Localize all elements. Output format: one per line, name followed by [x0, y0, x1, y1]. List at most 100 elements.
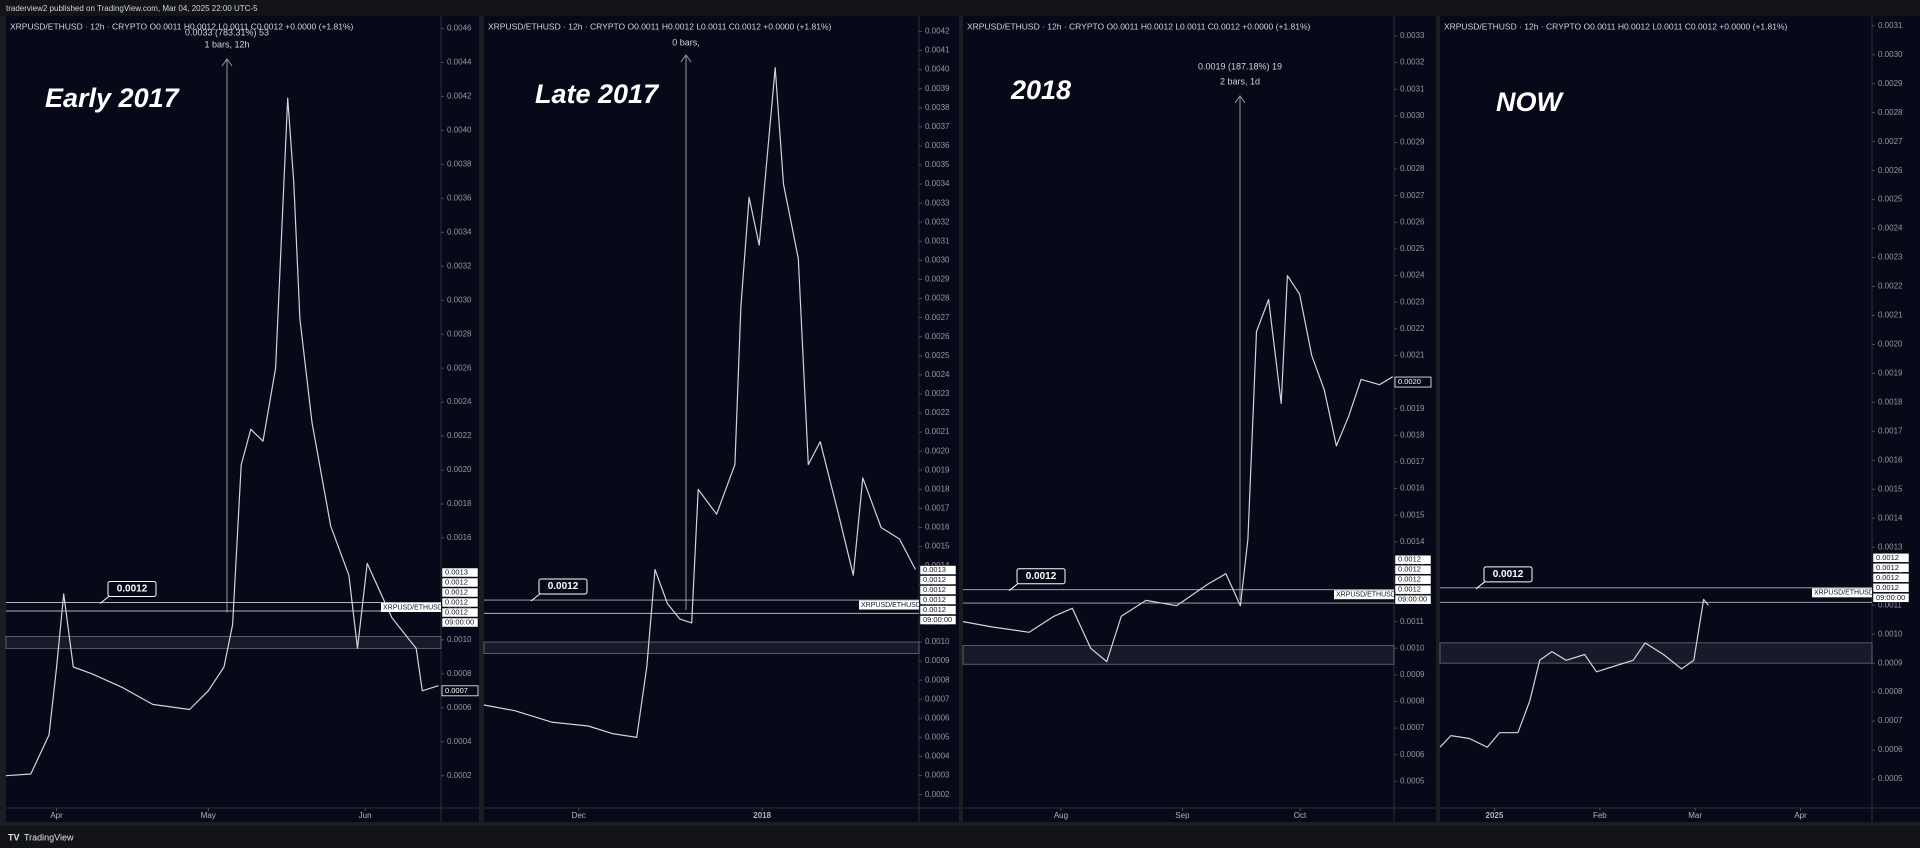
x-tick-label: Apr [50, 811, 63, 820]
symbol-tag [381, 603, 441, 613]
symbol-tag-text: XRPUSD/ETHUSD [861, 602, 921, 609]
y-tick-label: 0.0002 [447, 771, 472, 780]
last-price-tag [441, 685, 479, 697]
price-tag [919, 565, 957, 575]
symbol-tag-text: XRPUSD/ETHUSD [1336, 592, 1396, 599]
y-tick-label: 0.0012 [1400, 590, 1425, 599]
x-tick-label: Dec [572, 811, 586, 820]
symbol-tag [1812, 588, 1872, 598]
y-tick-label: 0.0023 [1878, 253, 1903, 262]
price-line [483, 67, 916, 738]
y-tick-label: 0.0024 [1400, 271, 1425, 280]
x-tick-label: May [201, 811, 216, 820]
y-tick-label: 0.0006 [1400, 750, 1425, 759]
callout-box [1016, 568, 1066, 585]
measure-label: 0.0033 (783.31%) 53 [185, 27, 269, 37]
price-line [962, 275, 1394, 663]
price-tag [1394, 584, 1432, 595]
y-tick-label: 0.0020 [447, 465, 472, 474]
price-tag-text: 0.0012 [1876, 553, 1899, 562]
symbol-header: XRPUSD/ETHUSD · 12h · CRYPTO O0.0011 H0.… [10, 21, 354, 31]
symbol-header: XRPUSD/ETHUSD · 12h · CRYPTO O0.0011 H0.… [488, 21, 832, 31]
y-tick-label: 0.0002 [925, 790, 950, 799]
period-label: Late 2017 [535, 79, 660, 109]
y-tick-label: 0.0025 [925, 351, 950, 360]
price-tag [1872, 553, 1910, 563]
y-tick-label: 0.0025 [1400, 244, 1425, 253]
y-tick-label: 0.0034 [447, 227, 472, 236]
y-tick-label: 0.0015 [925, 542, 950, 551]
y-tick-label: 0.0018 [925, 484, 950, 493]
y-tick-label: 0.0041 [925, 46, 950, 55]
last-price-tag [1394, 376, 1432, 388]
y-tick-label: 0.0006 [1878, 745, 1903, 754]
y-tick-label: 0.0026 [925, 332, 950, 341]
measure-arrowhead [221, 58, 233, 67]
y-tick-label: 0.0005 [1400, 776, 1425, 785]
y-tick-label: 0.0040 [925, 65, 950, 74]
symbol-tag [1334, 590, 1394, 600]
price-tag-text: 0.0012 [1398, 575, 1421, 584]
callout-pointer [99, 595, 111, 604]
price-tag [441, 577, 479, 588]
measure-arrowhead [680, 54, 692, 63]
support-zone [5, 636, 442, 649]
y-tick-label: 0.0030 [1400, 111, 1425, 120]
x-tick-label: Sep [1175, 811, 1190, 820]
price-tag-text: 0.0012 [1398, 565, 1421, 574]
y-tick-label: 0.0026 [1878, 166, 1903, 175]
y-tick-label: 0.0013 [1878, 542, 1903, 551]
measure-arrowhead [1234, 95, 1246, 104]
y-tick-label: 0.0010 [447, 635, 472, 644]
panel-background [6, 16, 479, 822]
callout-box [107, 581, 157, 598]
y-tick-label: 0.0003 [925, 771, 950, 780]
callout-pointer [1475, 580, 1487, 590]
y-tick-label: 0.0027 [1878, 137, 1903, 146]
callout-box [1483, 566, 1533, 583]
y-tick-label: 0.0037 [925, 122, 950, 131]
y-tick-label: 0.0033 [1400, 31, 1425, 40]
y-tick-label: 0.0007 [1400, 723, 1425, 732]
y-tick-label: 0.0024 [925, 370, 950, 379]
logo-mark: TV [8, 832, 20, 842]
price-tag [919, 605, 957, 615]
support-zone [483, 641, 920, 654]
support-zone [1439, 642, 1873, 664]
y-tick-label: 0.0021 [1400, 351, 1425, 360]
price-tag-text: 0.0012 [445, 587, 468, 596]
price-line [5, 97, 439, 777]
y-tick-label: 0.0030 [925, 256, 950, 265]
y-tick-label: 0.0015 [1878, 484, 1903, 493]
y-tick-label: 0.0014 [1878, 513, 1903, 522]
price-tag [1394, 574, 1432, 585]
price-tag-text: 09:00:00 [445, 617, 474, 626]
symbol-header: XRPUSD/ETHUSD · 12h · CRYPTO O0.0011 H0.… [967, 21, 1311, 31]
callout-box [538, 578, 588, 595]
price-line [1439, 598, 1709, 748]
callout-text: 0.0012 [1493, 569, 1524, 580]
price-tag-text: 0.0013 [923, 565, 946, 574]
y-tick-label: 0.0030 [1878, 50, 1903, 59]
price-tag [1394, 564, 1432, 575]
measure-label: 1 bars, 12h [204, 39, 249, 49]
price-tag [1394, 554, 1432, 565]
y-tick-label: 0.0032 [1400, 58, 1425, 67]
callout-text: 0.0012 [117, 584, 148, 595]
price-tag-text: 0.0012 [923, 585, 946, 594]
callout-text: 0.0012 [1026, 571, 1057, 582]
bottom-bar [0, 826, 1920, 848]
y-tick-label: 0.0028 [447, 329, 472, 338]
y-tick-label: 0.0040 [447, 125, 472, 134]
symbol-tag-text: XRPUSD/ETHUSD [383, 604, 443, 611]
y-tick-label: 0.0010 [925, 637, 950, 646]
price-tag [919, 585, 957, 595]
y-tick-label: 0.0028 [925, 294, 950, 303]
price-tag [919, 595, 957, 605]
y-tick-label: 0.0009 [1878, 658, 1903, 667]
y-tick-label: 0.0004 [447, 737, 472, 746]
y-tick-label: 0.0034 [925, 179, 950, 188]
y-tick-label: 0.0029 [925, 275, 950, 284]
price-tag-text: 0.0012 [923, 595, 946, 604]
price-tag [1872, 583, 1910, 593]
